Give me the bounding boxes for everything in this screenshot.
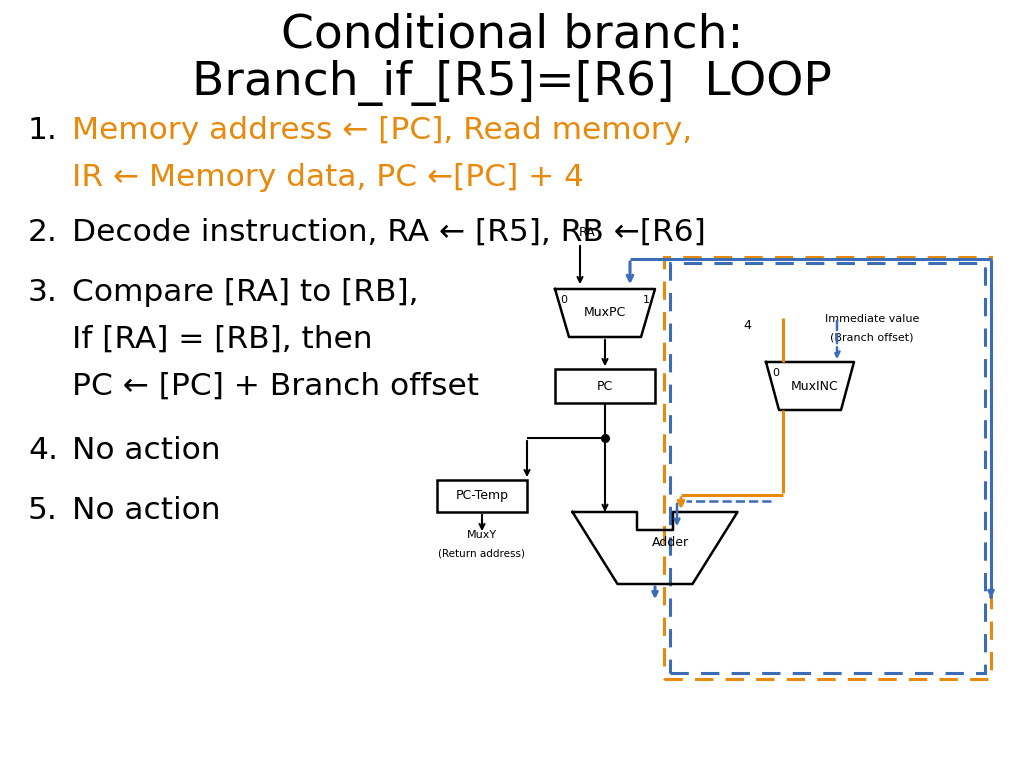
Text: 4: 4 xyxy=(743,319,751,332)
Text: Memory address ← [PC], Read memory,: Memory address ← [PC], Read memory, xyxy=(72,116,692,145)
Bar xyxy=(437,480,527,512)
Text: 1.: 1. xyxy=(28,116,58,145)
Bar xyxy=(670,263,985,673)
Text: If [RA] = [RB], then: If [RA] = [RB], then xyxy=(72,325,373,354)
Text: 5.: 5. xyxy=(28,496,58,525)
Text: PC ← [PC] + Branch offset: PC ← [PC] + Branch offset xyxy=(72,372,479,401)
Text: MuxPC: MuxPC xyxy=(584,306,626,319)
Text: MuxY: MuxY xyxy=(467,530,497,540)
Text: 2.: 2. xyxy=(28,218,58,247)
Text: Decode instruction, RA ← [R5], RB ←[R6]: Decode instruction, RA ← [R5], RB ←[R6] xyxy=(72,218,706,247)
Text: No action: No action xyxy=(72,436,220,465)
Text: 1: 1 xyxy=(642,295,649,305)
Text: Immediate value: Immediate value xyxy=(824,314,920,324)
Bar xyxy=(555,369,655,403)
Text: 4.: 4. xyxy=(28,436,58,465)
Text: RA: RA xyxy=(579,226,596,239)
Text: (Branch offset): (Branch offset) xyxy=(830,332,913,342)
Text: No action: No action xyxy=(72,496,220,525)
Bar xyxy=(664,257,991,679)
Text: Compare [RA] to [RB],: Compare [RA] to [RB], xyxy=(72,278,419,307)
Text: 3.: 3. xyxy=(28,278,58,307)
Text: PC-Temp: PC-Temp xyxy=(456,489,509,502)
Text: (Return address): (Return address) xyxy=(438,548,525,558)
Text: 0: 0 xyxy=(772,368,779,378)
Text: Branch_if_[R5]=[R6]  LOOP: Branch_if_[R5]=[R6] LOOP xyxy=(193,60,831,106)
Text: 0: 0 xyxy=(560,295,567,305)
Text: MuxINC: MuxINC xyxy=(792,379,839,392)
Text: Conditional branch:: Conditional branch: xyxy=(281,13,743,58)
Text: IR ← Memory data, PC ←[PC] + 4: IR ← Memory data, PC ←[PC] + 4 xyxy=(72,163,584,192)
Text: Adder: Adder xyxy=(651,537,688,549)
Text: PC: PC xyxy=(597,379,613,392)
